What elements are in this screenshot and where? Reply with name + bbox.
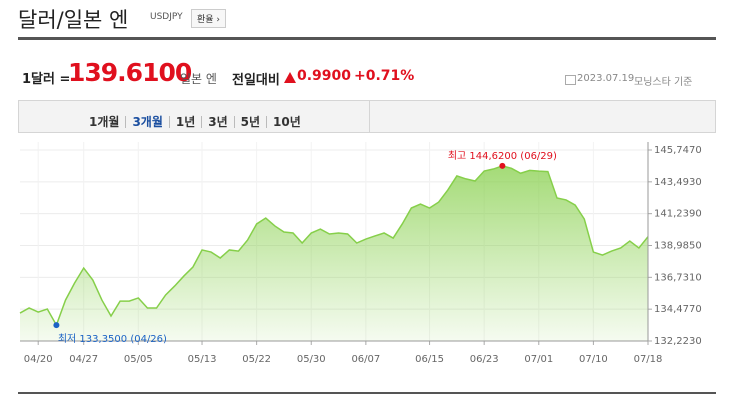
tab[interactable]: 5년	[235, 116, 268, 128]
price-unit: 일본 엔	[180, 72, 217, 86]
price-prefix: 1달러 =	[22, 72, 71, 87]
price: 139.6100	[68, 58, 192, 87]
x-tick-label: 05/30	[297, 354, 326, 365]
y-tick-label: 145,7470	[654, 145, 702, 156]
x-tick-label: 05/13	[188, 354, 217, 365]
top-rule	[18, 37, 716, 40]
change: 0.9900	[297, 68, 352, 84]
bottom-rule	[18, 392, 716, 394]
y-tick-label: 143,4930	[654, 177, 702, 188]
code: USDJPY	[150, 12, 183, 22]
up-arrow	[284, 72, 296, 83]
y-tick-label: 141,2390	[654, 209, 702, 220]
change-pct: +0.71%	[354, 68, 415, 84]
y-tick-label: 136,7310	[654, 272, 702, 283]
x-tick-label: 06/07	[351, 354, 380, 365]
tabs: 1개월 3개월 1년 3년 5년 10년	[83, 111, 307, 130]
date-icon	[565, 75, 576, 85]
y-tick-label: 132,2230	[654, 336, 702, 347]
x-tick-label: 05/05	[124, 354, 153, 365]
y-tick-label: 134,4770	[654, 304, 702, 315]
date: 2023.07.19	[577, 73, 635, 84]
x-tick-label: 06/15	[415, 354, 444, 365]
x-tick-label: 07/18	[634, 354, 663, 365]
tab[interactable]: 3개월	[126, 116, 170, 128]
tab[interactable]: 1년	[170, 116, 203, 128]
rate-button[interactable]: 환율 ›	[191, 9, 227, 28]
x-tick-label: 07/01	[524, 354, 553, 365]
annotation-dot	[499, 162, 506, 169]
line	[19, 165, 649, 327]
tab[interactable]: 1개월	[83, 116, 127, 128]
area	[20, 165, 648, 341]
annotation: 최고 144,6200 (06/29)	[448, 150, 557, 162]
annotation-dot	[53, 322, 60, 329]
change-label: 전일대비	[232, 73, 280, 88]
tab-bar: 1개월 3개월 1년 3년 5년 10년	[18, 100, 716, 133]
tab-divider	[369, 101, 370, 132]
y-tick-label: 138,9850	[654, 241, 702, 252]
tab[interactable]: 10년	[273, 115, 301, 129]
title: 달러/일본 엔	[18, 8, 129, 32]
x-tick-label: 05/22	[242, 354, 271, 365]
tab[interactable]: 3년	[202, 116, 235, 128]
source: 모닝스타 기준	[634, 77, 693, 88]
annotation: 최저 133,3500 (04/26)	[58, 333, 167, 345]
x-tick-label: 04/27	[69, 354, 98, 365]
x-tick-label: 04/20	[24, 354, 53, 365]
x-tick-label: 06/23	[470, 354, 499, 365]
x-tick-label: 07/10	[579, 354, 608, 365]
rate-button-label: 환율	[197, 15, 214, 25]
